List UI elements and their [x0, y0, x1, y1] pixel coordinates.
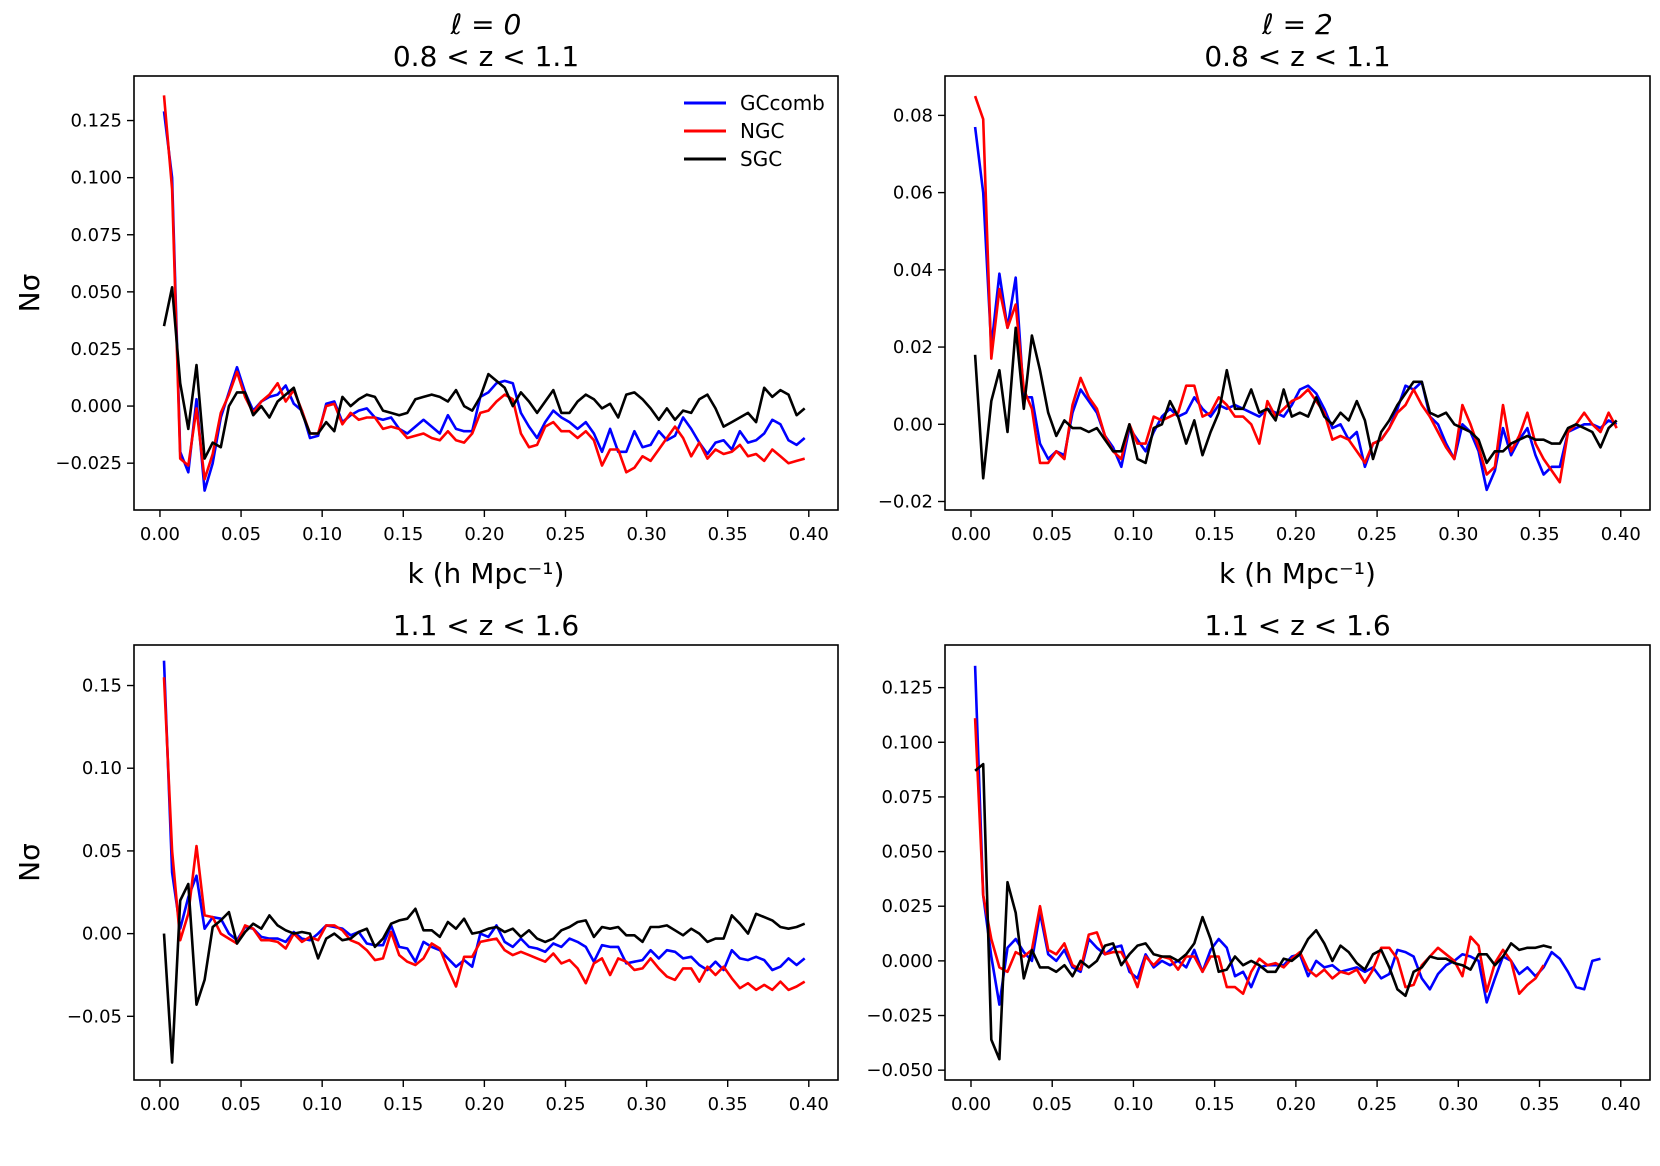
y-axis-label: Nσ — [13, 843, 46, 882]
x-tick-label: 0.30 — [627, 524, 667, 545]
x-tick-label: 0.40 — [789, 524, 829, 545]
plot-frame — [133, 75, 839, 511]
chart-panel-2: 0.00 0.05 0.10 0.15 0.20 0.25 0.30 0.35 0.40 −0.0… — [878, 8, 1651, 590]
x-tick-label: 0.05 — [221, 524, 261, 545]
y-tick-label: 0.050 — [70, 282, 122, 303]
x-axis-label: k (h Mpc⁻¹) — [408, 557, 565, 590]
y-tick-label: 0.00 — [893, 414, 933, 435]
chart-title-redshift: 0.8 < z < 1.1 — [393, 40, 579, 73]
series-line-gccomb — [162, 111, 806, 492]
x-tick-label: 0.20 — [1276, 524, 1316, 545]
y-tick-label: 0.06 — [893, 183, 933, 204]
series-line-gccomb — [162, 660, 806, 972]
plot-frame — [944, 644, 1651, 1081]
legend-label-gccomb: GCcomb — [740, 91, 825, 115]
x-tick-label: 0.20 — [464, 524, 504, 545]
legend-label-sgc: SGC — [740, 147, 782, 171]
x-tick-label: 0.25 — [1357, 1094, 1397, 1115]
y-tick-label: 0.100 — [881, 732, 933, 753]
series-line-ngc — [973, 718, 1545, 995]
x-tick-label: 0.30 — [1438, 1094, 1478, 1115]
x-tick-label: 0.15 — [383, 1094, 423, 1115]
x-tick-label: 0.15 — [1195, 524, 1235, 545]
chart-title-multipole: ℓ = 0 — [450, 8, 522, 41]
x-tick-label: 0.00 — [951, 1094, 991, 1115]
series-line-ngc — [162, 95, 806, 481]
y-axis-label: Nσ — [13, 274, 46, 313]
x-tick-label: 0.15 — [1195, 1094, 1235, 1115]
y-tick-label: 0.100 — [70, 168, 122, 189]
y-tick-label: 0.04 — [893, 260, 933, 281]
x-tick-label: 0.20 — [464, 1094, 504, 1115]
y-tick-label: 0.08 — [893, 105, 933, 126]
y-tick-label: 0.000 — [881, 951, 933, 972]
x-tick-label: 0.25 — [1357, 524, 1397, 545]
y-tick-label: −0.02 — [878, 492, 933, 513]
x-tick-label: 0.35 — [1520, 524, 1560, 545]
x-tick-label: 0.00 — [951, 524, 991, 545]
x-tick-label: 0.10 — [1113, 524, 1153, 545]
x-tick-label: 0.40 — [1601, 524, 1641, 545]
legend: GCcomb NGC SGC — [684, 91, 825, 171]
y-tick-label: 0.125 — [881, 678, 933, 699]
x-tick-label: 0.05 — [1032, 524, 1072, 545]
plot-frame — [944, 75, 1651, 511]
x-tick-label: 0.10 — [302, 1094, 342, 1115]
y-tick-label: −0.025 — [55, 453, 122, 474]
x-tick-label: 0.00 — [140, 1094, 180, 1115]
y-tick-label: 0.05 — [82, 841, 122, 862]
chart-title-redshift: 1.1 < z < 1.6 — [393, 609, 579, 642]
chart-title-redshift: 0.8 < z < 1.1 — [1204, 40, 1390, 73]
x-tick-label: 0.20 — [1276, 1094, 1316, 1115]
y-tick-label: 0.000 — [70, 396, 122, 417]
plot-frame — [133, 644, 839, 1081]
x-tick-label: 0.35 — [1520, 1094, 1560, 1115]
chart-panel-1: 0.00 0.05 0.10 0.15 0.20 0.25 0.30 0.35 0.40 −0.0… — [13, 8, 839, 590]
legend-label-ngc: NGC — [740, 119, 784, 143]
x-tick-label: 0.25 — [545, 524, 585, 545]
series-line-sgc — [162, 882, 806, 1064]
x-tick-label: 0.35 — [708, 524, 748, 545]
series-line-ngc — [162, 677, 806, 992]
y-tick-label: 0.075 — [70, 225, 122, 246]
x-tick-label: 0.10 — [302, 524, 342, 545]
series-line-sgc — [162, 286, 806, 460]
chart-panel-3: 0.00 0.05 0.10 0.15 0.20 0.25 0.30 0.35 0.40 −0.0… — [13, 609, 839, 1115]
y-tick-label: 0.15 — [82, 676, 122, 697]
x-tick-label: 0.15 — [383, 524, 423, 545]
y-tick-label: 0.075 — [881, 787, 933, 808]
y-tick-label: 0.050 — [881, 842, 933, 863]
x-tick-label: 0.30 — [1438, 524, 1478, 545]
y-tick-label: −0.025 — [866, 1006, 933, 1027]
y-tick-label: 0.025 — [70, 339, 122, 360]
x-axis-label: k (h Mpc⁻¹) — [1219, 557, 1376, 590]
series-line-sgc — [974, 762, 1553, 1061]
y-tick-label: −0.050 — [866, 1060, 933, 1081]
x-tick-label: 0.40 — [1601, 1094, 1641, 1115]
y-tick-label: −0.05 — [67, 1006, 122, 1027]
y-tick-label: 0.025 — [881, 896, 933, 917]
x-tick-label: 0.10 — [1113, 1094, 1153, 1115]
y-tick-label: 0.00 — [82, 924, 122, 945]
x-tick-label: 0.05 — [1032, 1094, 1072, 1115]
x-tick-label: 0.35 — [708, 1094, 748, 1115]
chart-title-redshift: 1.1 < z < 1.6 — [1204, 609, 1390, 642]
x-tick-label: 0.00 — [140, 524, 180, 545]
y-tick-label: 0.10 — [82, 758, 122, 779]
chart-title-multipole: ℓ = 2 — [1261, 8, 1333, 41]
x-tick-label: 0.30 — [627, 1094, 667, 1115]
chart-panel-4: 0.00 0.05 0.10 0.15 0.20 0.25 0.30 0.35 0.40 −0.0… — [866, 609, 1651, 1115]
y-tick-label: 0.125 — [70, 111, 122, 132]
y-tick-label: 0.02 — [893, 337, 933, 358]
x-tick-label: 0.25 — [545, 1094, 585, 1115]
x-tick-label: 0.05 — [221, 1094, 261, 1115]
x-tick-label: 0.40 — [789, 1094, 829, 1115]
series-line-sgc — [973, 326, 1618, 480]
